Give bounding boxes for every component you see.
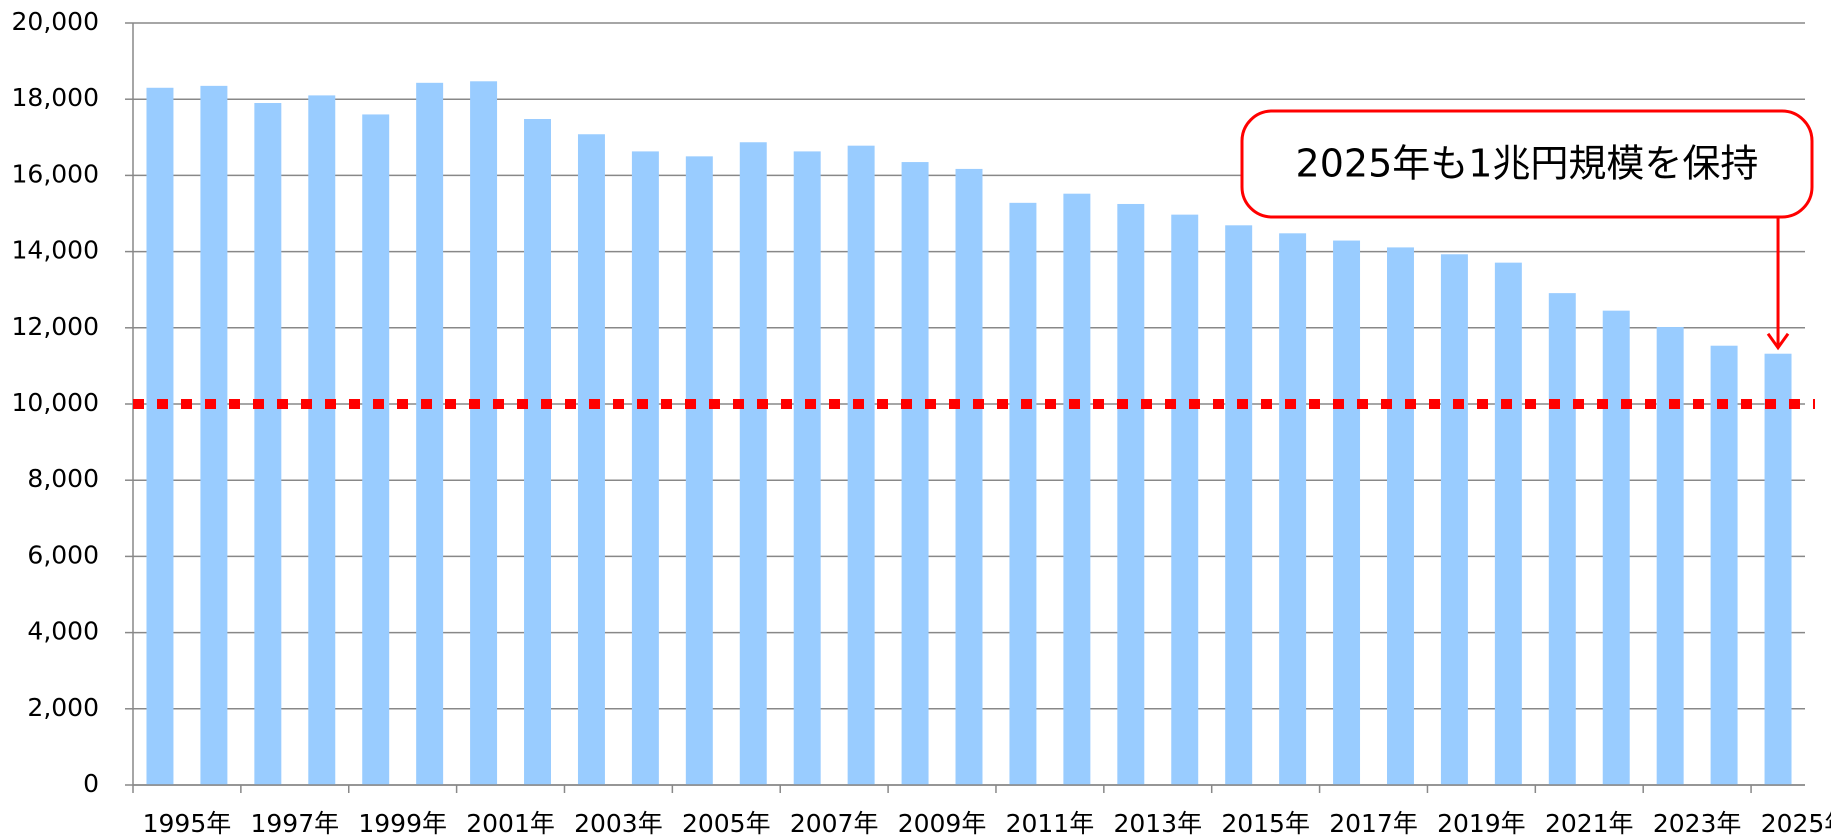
bar	[1063, 193, 1091, 786]
bar	[739, 142, 767, 786]
bar	[1387, 247, 1414, 785]
bar	[1656, 327, 1684, 785]
bar	[254, 103, 282, 785]
bar	[1440, 254, 1468, 786]
bar	[901, 162, 929, 785]
x-tick-label: 2005年	[682, 809, 771, 838]
y-tick-label: 6,000	[27, 540, 99, 569]
x-tick-label: 2021年	[1545, 809, 1634, 838]
y-tick-label: 14,000	[12, 236, 99, 265]
bar	[1225, 225, 1253, 785]
bar	[1548, 293, 1576, 785]
bar	[1171, 214, 1199, 785]
x-tick-label: 2015年	[1221, 809, 1310, 838]
annotation-box	[1240, 109, 1814, 219]
annotation-text: 2025年も1兆円規模を保持	[1296, 142, 1759, 186]
bar	[1009, 202, 1037, 785]
y-tick-label: 2,000	[27, 693, 99, 722]
bar	[362, 114, 390, 785]
x-tick-label: 1999年	[358, 809, 447, 838]
y-tick-label: 0	[83, 769, 99, 798]
bar	[1602, 310, 1630, 785]
x-tick-label: 2013年	[1113, 809, 1202, 838]
bar	[470, 81, 498, 786]
y-tick-label: 18,000	[12, 83, 99, 112]
bar	[200, 85, 228, 786]
y-tick-label: 12,000	[12, 312, 99, 341]
x-tick-label: 2011年	[1006, 809, 1095, 838]
x-tick-label: 2009年	[898, 809, 987, 838]
bar	[1117, 203, 1145, 786]
bar	[1764, 353, 1792, 785]
bar	[847, 145, 875, 785]
y-tick-label: 4,000	[27, 617, 99, 646]
bar	[1494, 262, 1522, 785]
bar	[793, 151, 821, 786]
bar	[524, 119, 551, 785]
bar	[416, 82, 444, 785]
bar	[1333, 240, 1361, 785]
x-tick-label: 2019年	[1437, 809, 1526, 838]
y-tick-label: 16,000	[12, 159, 99, 188]
x-tick-label: 1995年	[143, 809, 232, 838]
y-tick-label: 8,000	[27, 464, 99, 493]
bar	[685, 156, 713, 786]
bar	[308, 95, 336, 785]
x-tick-label: 2001年	[466, 809, 555, 838]
bar	[577, 134, 605, 785]
x-tick-label: 1997年	[250, 809, 339, 838]
annotation-arrowhead	[1766, 332, 1790, 351]
bar	[1710, 345, 1738, 785]
x-tick-label: 2003年	[574, 809, 663, 838]
x-tick-label: 2017年	[1329, 809, 1418, 838]
bar	[631, 151, 659, 786]
y-tick-label: 10,000	[12, 388, 99, 417]
x-tick-label: 2023年	[1653, 809, 1742, 838]
bar	[1279, 233, 1307, 785]
x-tick-label: 2007年	[790, 809, 879, 838]
bar	[955, 168, 983, 786]
y-tick-label: 20,000	[12, 7, 99, 36]
bar	[146, 87, 174, 785]
x-tick-label: 2025年	[1761, 809, 1831, 838]
